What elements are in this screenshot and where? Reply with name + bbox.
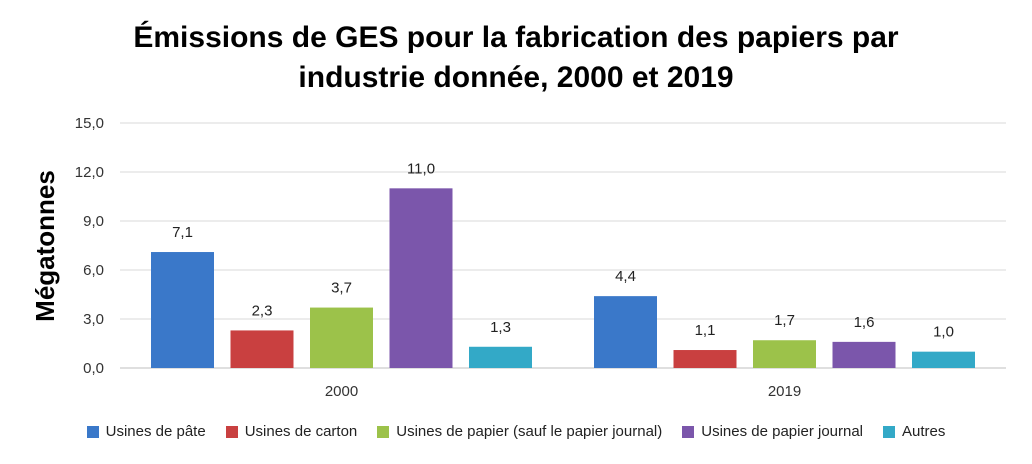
x-tick-label: 2019 (768, 383, 801, 400)
legend-swatch (225, 425, 238, 438)
data-label: 11,0 (407, 160, 435, 177)
data-label: 1,0 (933, 324, 954, 341)
chart-title: Émissions de GES pour la fabrication des… (0, 18, 1032, 98)
y-axis-label: Mégatonnes (30, 170, 60, 322)
bar (151, 252, 214, 368)
y-tick-label: 12,0 (75, 164, 104, 181)
chart-title-line-2: industrie donnée, 2000 et 2019 (298, 61, 734, 94)
data-label: 1,6 (854, 314, 875, 331)
legend-label: Autres (902, 423, 946, 440)
chart-title-line-1: Émissions de GES pour la fabrication des… (133, 21, 899, 54)
legend-swatch (377, 425, 390, 438)
legend: Usines de pâte Usines de carton Usines de … (0, 423, 1032, 440)
x-tick-label: 2000 (325, 383, 358, 400)
bar (230, 330, 294, 368)
data-label: 7,1 (172, 224, 193, 241)
bar (673, 350, 737, 368)
data-label: 1,3 (490, 319, 511, 336)
data-label: 1,1 (695, 322, 716, 339)
y-tick-label: 0,0 (83, 360, 104, 377)
legend-item: Autres (883, 423, 945, 440)
y-tick-label: 9,0 (83, 213, 104, 230)
data-label: 1,7 (774, 312, 795, 329)
legend-label: Usines de carton (244, 423, 358, 440)
y-tick-label: 3,0 (83, 311, 104, 328)
data-label: 2,3 (252, 302, 273, 319)
legend-item: Usines de papier journal (682, 423, 863, 440)
bar (832, 341, 896, 368)
y-tick-label: 6,0 (83, 262, 104, 279)
bar (310, 307, 373, 368)
bar (389, 188, 453, 368)
legend-item: Usines de papier (sauf le papier journal… (377, 423, 662, 440)
legend-swatch (86, 425, 99, 438)
legend-item: Usines de pâte (86, 423, 206, 440)
legend-label: Usines de papier journal (701, 423, 864, 440)
legend-item: Usines de carton (225, 423, 358, 440)
bar (594, 296, 657, 368)
legend-label: Usines de pâte (105, 423, 206, 440)
y-tick-label: 15,0 (75, 115, 104, 132)
legend-swatch (682, 425, 695, 438)
data-label: 3,7 (331, 280, 352, 297)
bar (753, 340, 816, 368)
legend-swatch (883, 425, 896, 438)
data-label: 4,4 (615, 268, 636, 285)
bar (912, 351, 975, 368)
legend-label: Usines de papier (sauf le papier journal… (396, 423, 663, 440)
bar (469, 346, 532, 368)
